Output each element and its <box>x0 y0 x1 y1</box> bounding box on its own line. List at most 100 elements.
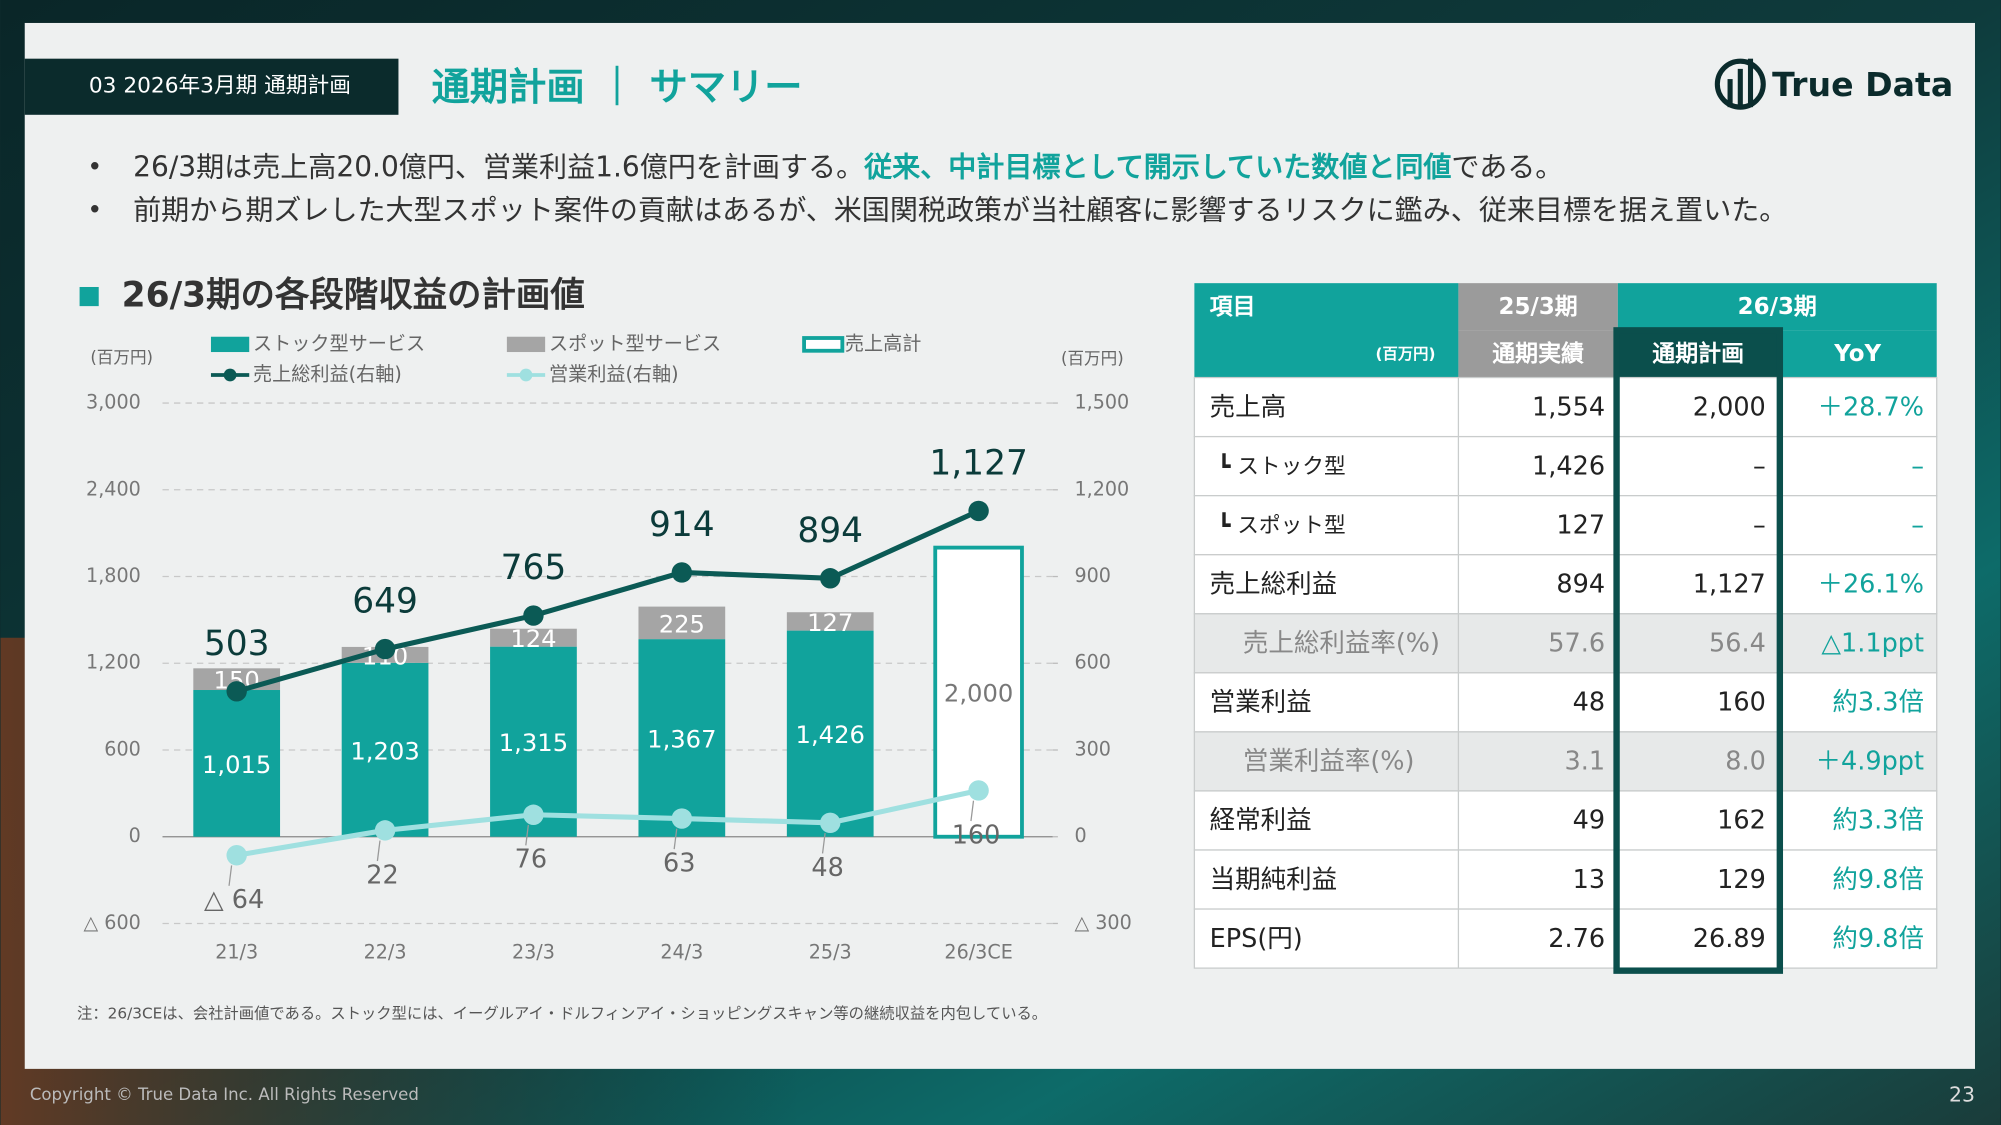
cell: 48 <box>1573 688 1605 718</box>
logo-bar <box>1737 68 1743 108</box>
bar <box>638 639 726 837</box>
line-marker <box>671 808 693 829</box>
cell: 売上高 <box>1210 392 1287 422</box>
cell: – <box>1753 451 1766 481</box>
line-label: 503 <box>204 624 270 664</box>
line-label: 649 <box>352 582 418 622</box>
y2-tick-label: △ 300 <box>1074 911 1131 934</box>
y-tick-label: 1,200 <box>86 651 141 674</box>
line-marker <box>968 780 989 801</box>
header-cell <box>1617 283 1937 331</box>
bullet-part: 従来、中計目標として開示していた数値と同値 <box>863 150 1451 183</box>
cell: – <box>1911 510 1924 540</box>
bar-label: 1,426 <box>796 721 865 749</box>
cell: 160 <box>1717 688 1766 718</box>
cell: ┗ ストック型 <box>1217 452 1345 479</box>
chart-title: 26/3期の各段階収益の計画値 <box>122 276 585 316</box>
bullet-part: 26/3期は売上高20.0億円、営業利益1.6億円を計画する。 <box>133 150 864 183</box>
line-marker <box>226 681 247 702</box>
y-tick-label: 3,000 <box>86 391 141 414</box>
cell: 1,426 <box>1532 451 1605 481</box>
bullet: 26/3期は売上高20.0億円、営業利益1.6億円を計画する。従来、中計目標とし… <box>133 150 1563 183</box>
bullet: 前期から期ズレした大型スポット案件の貢献はあるが、米国関税政策が当社顧客に影響す… <box>133 194 1787 227</box>
row <box>1193 849 1938 910</box>
x-tick-label: 21/3 <box>215 940 258 963</box>
cell: 経常利益 <box>1210 806 1312 836</box>
bar-label: 124 <box>510 625 556 653</box>
line-marker <box>523 605 544 626</box>
leader-line <box>673 828 678 850</box>
cell: 売上総利益率(%) <box>1243 629 1440 659</box>
header-cell <box>1194 283 1459 378</box>
header-text: 通期実績 <box>1492 340 1584 367</box>
section-label: 03 2026年3月期 通期計画 <box>89 74 351 99</box>
cell: 1,127 <box>1693 570 1766 600</box>
leader-line <box>525 824 529 846</box>
header-text: YoY <box>1833 341 1881 367</box>
line-label: 76 <box>515 845 547 875</box>
y2-tick-label: 1,200 <box>1074 477 1129 500</box>
line <box>236 787 980 858</box>
line-label: 914 <box>649 505 715 545</box>
cell: 約3.3倍 <box>1832 806 1924 836</box>
header-cell <box>1617 330 1779 378</box>
cell: 約9.8倍 <box>1832 865 1924 895</box>
leader-line <box>821 832 826 854</box>
line-label: △ 64 <box>204 885 264 915</box>
cell: 49 <box>1573 806 1605 836</box>
y-axis-label: (百万円) <box>90 348 153 367</box>
cell: ＋26.1% <box>1817 570 1924 600</box>
row <box>1193 613 1938 674</box>
line-label: 63 <box>663 848 695 878</box>
header-cell <box>1778 330 1937 378</box>
line-label: 48 <box>811 853 843 883</box>
y2-axis-label: (百万円) <box>1061 349 1124 368</box>
legend-swatch <box>506 336 546 353</box>
logo-bar <box>1727 79 1733 108</box>
bullets: • 26/3期は売上高20.0億円、営業利益1.6億円を計画する。従来、中計目標と… <box>87 150 1787 226</box>
header-text: 26/3期 <box>1738 294 1817 320</box>
section-badge <box>24 58 399 115</box>
cell: ┗ スポット型 <box>1217 511 1345 538</box>
y2-tick-label: 0 <box>1074 824 1086 847</box>
y-tick-label: 2,400 <box>86 477 141 500</box>
row <box>1193 672 1938 733</box>
cell: 127 <box>1556 510 1605 540</box>
page-title: 通期計画 ｜ サマリー <box>432 65 803 110</box>
cell: ＋28.7% <box>1817 392 1924 422</box>
row <box>1193 790 1938 851</box>
highlight-frame <box>1613 327 1784 974</box>
line <box>235 508 980 694</box>
cell: 894 <box>1556 570 1605 600</box>
section-marker <box>79 286 99 307</box>
cell: – <box>1911 451 1924 481</box>
row <box>1193 731 1938 792</box>
bar <box>490 628 577 647</box>
legend-label: スポット型サービス <box>549 332 721 355</box>
bar-label: 127 <box>807 609 853 637</box>
bullet-dot: • <box>87 196 102 226</box>
line-marker <box>671 562 693 583</box>
bar <box>786 612 874 631</box>
line-label: 1,127 <box>929 443 1028 483</box>
line-marker <box>820 568 841 589</box>
table: 項目 25/3期 26/3期 (百万円) 通期実績 通期計画 YoY 売上高 1,554 2,00… <box>1193 283 1938 974</box>
cell: 57.6 <box>1548 629 1605 659</box>
chart: △ 600 0 600 1,200 1,800 2,400 3,000 △ 300 0 300 60… <box>84 332 1132 963</box>
leader-line <box>376 840 381 862</box>
line-marker <box>523 804 544 825</box>
cell: 129 <box>1717 865 1766 895</box>
leader-line <box>970 800 975 822</box>
legend-label: ストック型サービス <box>253 332 425 355</box>
cell: 8.0 <box>1725 747 1766 777</box>
line-marker <box>374 638 396 660</box>
line-marker <box>374 820 396 841</box>
line-label: 160 <box>952 820 1001 850</box>
cell: 約3.3倍 <box>1832 688 1924 718</box>
header-unit: (百万円) <box>1376 345 1436 363</box>
y2-tick-label: 600 <box>1074 651 1111 674</box>
copyright: Copyright © True Data Inc. All Rights Re… <box>30 1085 419 1104</box>
cell: 当期純利益 <box>1210 865 1338 895</box>
legend-label: 売上高計 <box>845 332 922 355</box>
